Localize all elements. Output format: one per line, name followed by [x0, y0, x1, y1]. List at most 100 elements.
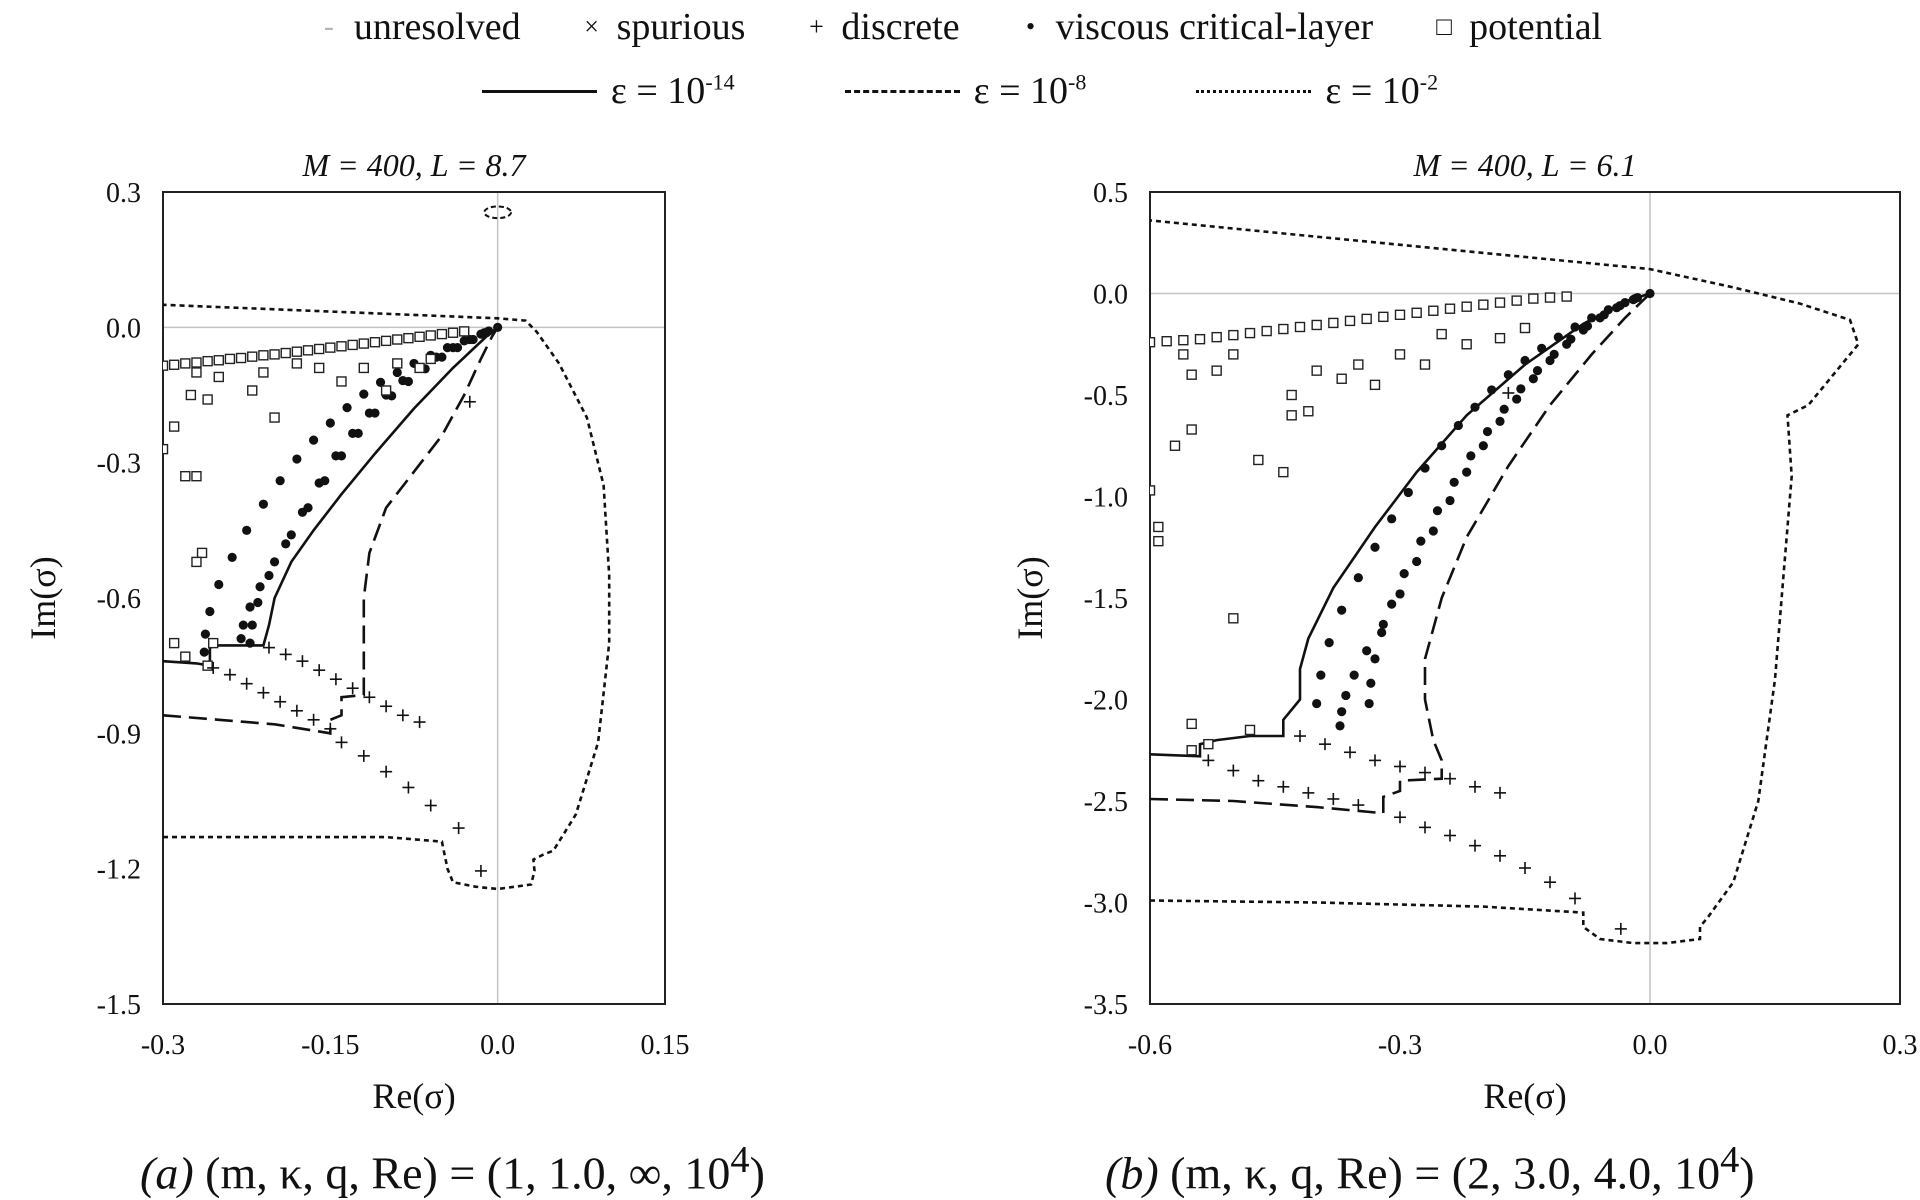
potential-point: [1161, 336, 1172, 347]
discrete-point: [1352, 799, 1365, 812]
y-tick-label: -0.6: [97, 584, 141, 615]
viscous-point: [1364, 698, 1374, 709]
viscous-point: [1445, 495, 1455, 506]
potential-point: [1278, 323, 1289, 335]
plot-frame: [162, 191, 666, 1005]
potential-point: [1561, 291, 1572, 302]
dotted-line-icon: [1196, 89, 1312, 93]
potential-point: [1361, 313, 1372, 325]
discrete-point: [324, 722, 337, 735]
viscous-point: [236, 634, 246, 644]
potential-point: [414, 362, 425, 374]
discrete-point: [1227, 764, 1240, 777]
potential-point: [1178, 349, 1189, 360]
discrete-point: [274, 695, 287, 708]
viscous-point: [1370, 654, 1380, 664]
potential-point: [1286, 410, 1297, 421]
viscous-point: [336, 451, 347, 461]
viscous-point: [255, 582, 265, 592]
potential-point: [380, 335, 392, 347]
chart-panel-b: -0.6 -0.3 0.0 0.3 0.5 0.0 -0.5 -1.0 -1.5 -2.0 -2.5…: [1010, 147, 1918, 1116]
viscous-point: [1437, 441, 1447, 451]
potential-point: [163, 360, 169, 371]
discrete-point: [1302, 786, 1315, 799]
potential-point: [191, 357, 202, 368]
discrete-point: [1544, 876, 1556, 889]
legend-label: ε = 10-8: [973, 69, 1087, 112]
legend-item-eps8: ε = 10-8: [844, 69, 1087, 113]
potential-point: [1211, 331, 1222, 343]
contour-eps-1e-2: [1150, 219, 1860, 945]
viscous-point: [452, 343, 463, 353]
viscous-point: [303, 503, 313, 513]
discrete-point: [1252, 774, 1265, 787]
viscous-point: [1520, 355, 1530, 366]
plot-area: [163, 205, 611, 891]
legend-label: potential: [1469, 6, 1603, 48]
viscous-point: [342, 403, 352, 413]
viscous-point: [1478, 441, 1488, 451]
viscous-point: [370, 408, 380, 418]
viscous-point: [493, 322, 503, 332]
potential-point: [392, 334, 403, 345]
y-tick-label: 0.0: [1093, 280, 1128, 311]
caption-b: (b) (m, κ, q, Re) = (2, 3.0, 4.0, 104): [1105, 1139, 1755, 1199]
viscous-point: [1549, 349, 1559, 359]
potential-point: [1186, 369, 1197, 380]
potential-point: [202, 355, 213, 367]
potential-point: [1494, 332, 1506, 344]
viscous-point: [1516, 384, 1526, 394]
potential-point: [1311, 365, 1322, 376]
y-axis-label: Im(σ): [23, 556, 63, 639]
discrete-point: [1502, 386, 1515, 399]
viscous-point: [403, 376, 414, 387]
potential-point: [436, 328, 448, 340]
discrete-point: [474, 864, 487, 877]
x-tick-label: 0.15: [641, 1030, 690, 1061]
potential-point: [302, 345, 314, 356]
viscous-point: [1366, 678, 1376, 688]
potential-point: [258, 367, 269, 378]
chart-title: M = 400, L = 8.7: [301, 147, 527, 183]
viscous-point: [214, 579, 224, 590]
potential-point: [1203, 738, 1214, 750]
potential-point: [1353, 359, 1364, 370]
discrete-point: [207, 661, 220, 674]
potential-point: [202, 660, 213, 671]
potential-point: [447, 327, 459, 338]
caption-a: (a) (m, κ, q, Re) = (1, 1.0, ∞, 104): [140, 1139, 765, 1199]
discrete-point: [452, 822, 465, 835]
potential-point: [1394, 309, 1406, 321]
potential-point: [213, 371, 224, 383]
potential-point: [313, 343, 325, 355]
potential-point: [1194, 333, 1206, 345]
potential-point: [369, 337, 381, 348]
viscous-point: [247, 620, 257, 630]
legend-item-viscous: • viscous critical-layer: [1020, 5, 1373, 49]
discrete-point: [262, 641, 275, 654]
unresolved-marker-icon: -: [323, 10, 334, 43]
discrete-point: [290, 704, 303, 717]
viscous-point: [258, 499, 268, 509]
potential-point: [196, 547, 208, 559]
discrete-point: [1419, 821, 1431, 834]
discrete-point: [1369, 754, 1381, 767]
viscous-point: [1537, 343, 1547, 353]
viscous-point: [1482, 426, 1493, 437]
discrete-point: [1444, 829, 1456, 842]
viscous-point: [1453, 420, 1463, 431]
viscous-point: [1416, 536, 1426, 546]
potential-point: [185, 389, 197, 401]
viscous-point: [253, 597, 263, 608]
plot-area: [1150, 219, 1860, 945]
potential-point: [1178, 334, 1189, 346]
potential-point: [1244, 327, 1256, 339]
potential-point: [336, 376, 347, 387]
potential-point: [1378, 311, 1389, 323]
potential-point: [1336, 373, 1347, 384]
legend-label: ε = 10-2: [1325, 69, 1439, 112]
potential-marker-icon: □: [1436, 12, 1453, 41]
viscous-point: [1487, 385, 1497, 395]
discrete-point: [240, 677, 253, 690]
